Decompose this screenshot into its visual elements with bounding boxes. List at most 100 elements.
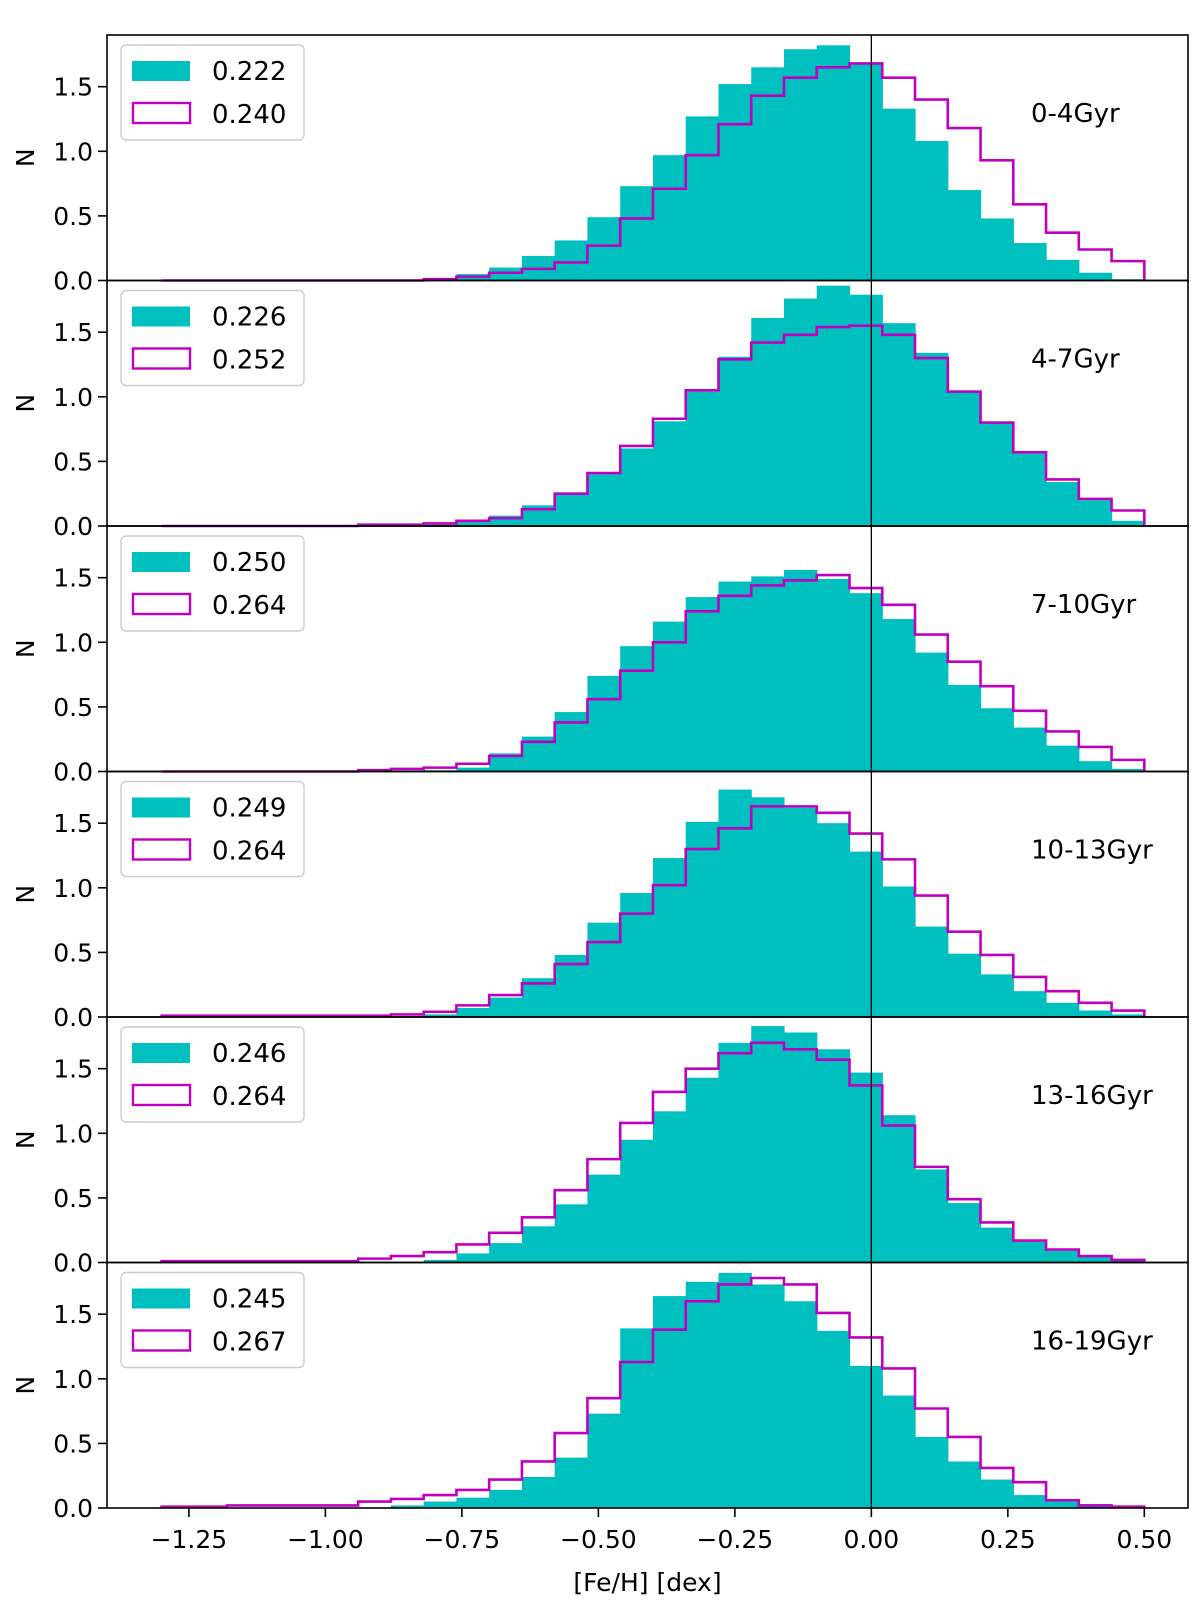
filled-bar xyxy=(587,474,621,526)
panel-10-13Gyr: 0.0 0.5 1.0 1.5 N 0.249 0.264 10-13Gyr xyxy=(11,770,1189,1032)
y-axis-label: N xyxy=(11,1130,40,1149)
y-tick-label: 1.5 xyxy=(53,809,93,838)
filled-bar xyxy=(718,1042,752,1263)
panel-frame xyxy=(106,1261,1189,1509)
filled-bar xyxy=(1078,761,1113,772)
filled-bar xyxy=(1013,453,1047,526)
filled-bar xyxy=(652,858,687,1017)
legend: 0.245 0.267 xyxy=(120,1271,305,1369)
filled-bar xyxy=(1046,259,1080,281)
filled-bar xyxy=(849,1365,883,1508)
filled-bar xyxy=(783,807,818,1017)
filled-bar xyxy=(554,1204,589,1263)
step-histogram-line xyxy=(160,805,1146,1018)
filled-bar xyxy=(980,1227,1014,1263)
filled-bar xyxy=(947,953,982,1017)
filled-bar xyxy=(521,1226,556,1263)
filled-bar xyxy=(554,1457,589,1508)
filled-bar xyxy=(620,1139,654,1263)
x-tick-label: 0.50 xyxy=(1116,1525,1172,1554)
filled-bar xyxy=(554,712,589,772)
filled-bar xyxy=(489,997,523,1017)
filled-bar xyxy=(816,285,851,526)
legend: 0.249 0.264 xyxy=(120,780,305,878)
panel-13-16Gyr: 0.0 0.5 1.0 1.5 N 0.246 0.264 13-16Gyr xyxy=(11,1016,1189,1278)
filled-bar xyxy=(1078,500,1113,526)
filled-bar xyxy=(456,767,490,772)
filled-bar xyxy=(751,1284,785,1508)
filled-bar xyxy=(947,684,982,772)
legend-step-swatch xyxy=(131,101,192,125)
y-axis-label: N xyxy=(11,1376,40,1395)
filled-bar xyxy=(882,619,916,772)
legend-filled-label: 0.250 xyxy=(212,548,286,578)
y-tick-label: 1.5 xyxy=(53,564,93,593)
x-tick-label: 0.00 xyxy=(844,1525,900,1554)
filled-bar xyxy=(882,323,916,526)
legend-filled-label: 0.222 xyxy=(212,57,286,87)
filled-bar xyxy=(816,823,851,1017)
filled-bar xyxy=(1046,1250,1080,1263)
filled-bar xyxy=(456,1007,490,1017)
filled-bar xyxy=(849,593,883,772)
legend: 0.222 0.240 xyxy=(120,44,305,141)
filled-bar xyxy=(423,1014,458,1017)
filled-bar xyxy=(1111,1014,1145,1017)
y-tick-label: 1.5 xyxy=(53,73,93,102)
filled-bar xyxy=(652,155,687,281)
filled-bar xyxy=(1046,1501,1080,1508)
step-histogram-line xyxy=(160,1041,1146,1263)
age-label: 7-10Gyr xyxy=(1031,590,1137,620)
filled-bar xyxy=(882,108,916,281)
y-tick-label: 1.5 xyxy=(53,318,93,347)
filled-bar xyxy=(783,1032,818,1263)
filled-bar xyxy=(489,515,523,526)
filled-bar xyxy=(620,448,654,526)
legend-filled-swatch xyxy=(132,552,190,572)
y-tick-label: 1.0 xyxy=(53,1119,93,1148)
filled-bar xyxy=(980,974,1014,1017)
step-histogram-line xyxy=(161,62,1146,282)
legend: 0.226 0.252 xyxy=(120,289,305,387)
legend-filled-swatch xyxy=(132,1288,190,1309)
step-histogram-line xyxy=(161,573,1146,773)
age-label: 13-16Gyr xyxy=(1031,1081,1153,1111)
filled-bar xyxy=(1013,991,1047,1017)
filled-bar xyxy=(718,789,752,1017)
y-axis-label: N xyxy=(11,394,40,413)
filled-bar xyxy=(751,317,785,526)
legend-step-label: 0.252 xyxy=(212,346,286,376)
filled-bar xyxy=(849,1072,883,1263)
filled-bar xyxy=(620,1328,654,1508)
filled-bar xyxy=(980,1479,1014,1508)
filled-bar xyxy=(816,45,851,281)
filled-bar xyxy=(456,1497,490,1508)
filled-bar xyxy=(685,391,720,526)
filled-bar xyxy=(587,675,621,772)
filled-bar xyxy=(587,1413,621,1508)
filled-bar xyxy=(1013,727,1047,772)
age-label: 4-7Gyr xyxy=(1031,345,1120,375)
filled-bar xyxy=(652,1111,687,1263)
legend-step-swatch xyxy=(131,838,192,861)
y-tick-label: 1.0 xyxy=(53,137,93,166)
filled-bar xyxy=(947,1461,982,1508)
filled-bar xyxy=(849,851,883,1017)
y-tick-label: 0.5 xyxy=(53,693,93,722)
filled-bar xyxy=(489,1243,523,1263)
filled-bar xyxy=(915,1436,949,1508)
filled-bar xyxy=(685,821,720,1017)
y-tick-label: 1.0 xyxy=(53,628,93,657)
x-tick-label: −0.25 xyxy=(697,1525,774,1554)
filled-bar xyxy=(816,1330,851,1508)
filled-bar xyxy=(915,1169,949,1263)
filled-bar xyxy=(849,63,883,281)
filled-bar xyxy=(947,190,982,281)
legend: 0.246 0.264 xyxy=(120,1026,305,1123)
filled-bar xyxy=(816,1049,851,1263)
filled-bar xyxy=(915,926,949,1017)
step-histogram-line xyxy=(160,1276,1146,1509)
y-tick-label: 1.5 xyxy=(53,1300,93,1329)
y-tick-label: 0.0 xyxy=(53,1249,93,1278)
